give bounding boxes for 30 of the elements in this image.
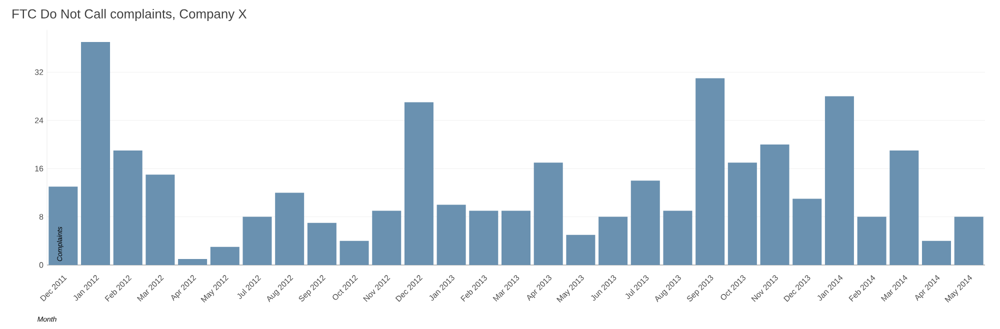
bar [598, 216, 628, 265]
bar [922, 240, 951, 265]
bar [436, 204, 466, 265]
bar [81, 42, 110, 265]
bar [630, 180, 660, 265]
bar [113, 150, 142, 265]
bar [954, 216, 984, 265]
bar [792, 198, 822, 265]
bar [48, 186, 78, 265]
bar [242, 216, 272, 265]
bar [890, 150, 919, 265]
bar [307, 222, 336, 265]
bar [728, 162, 757, 265]
bar [696, 78, 725, 265]
bar [146, 174, 175, 265]
bar [372, 210, 402, 265]
bar [210, 246, 240, 265]
bar [566, 234, 596, 265]
bar [663, 210, 692, 265]
chart-title: FTC Do Not Call complaints, Company X [12, 8, 247, 22]
bar [534, 162, 563, 265]
bar [469, 210, 498, 265]
bar [275, 192, 304, 265]
bar [502, 210, 531, 265]
bar [178, 258, 208, 265]
bar [857, 216, 886, 265]
bar [404, 102, 434, 265]
bar [824, 96, 854, 265]
bar [340, 240, 369, 265]
bar [760, 144, 790, 265]
